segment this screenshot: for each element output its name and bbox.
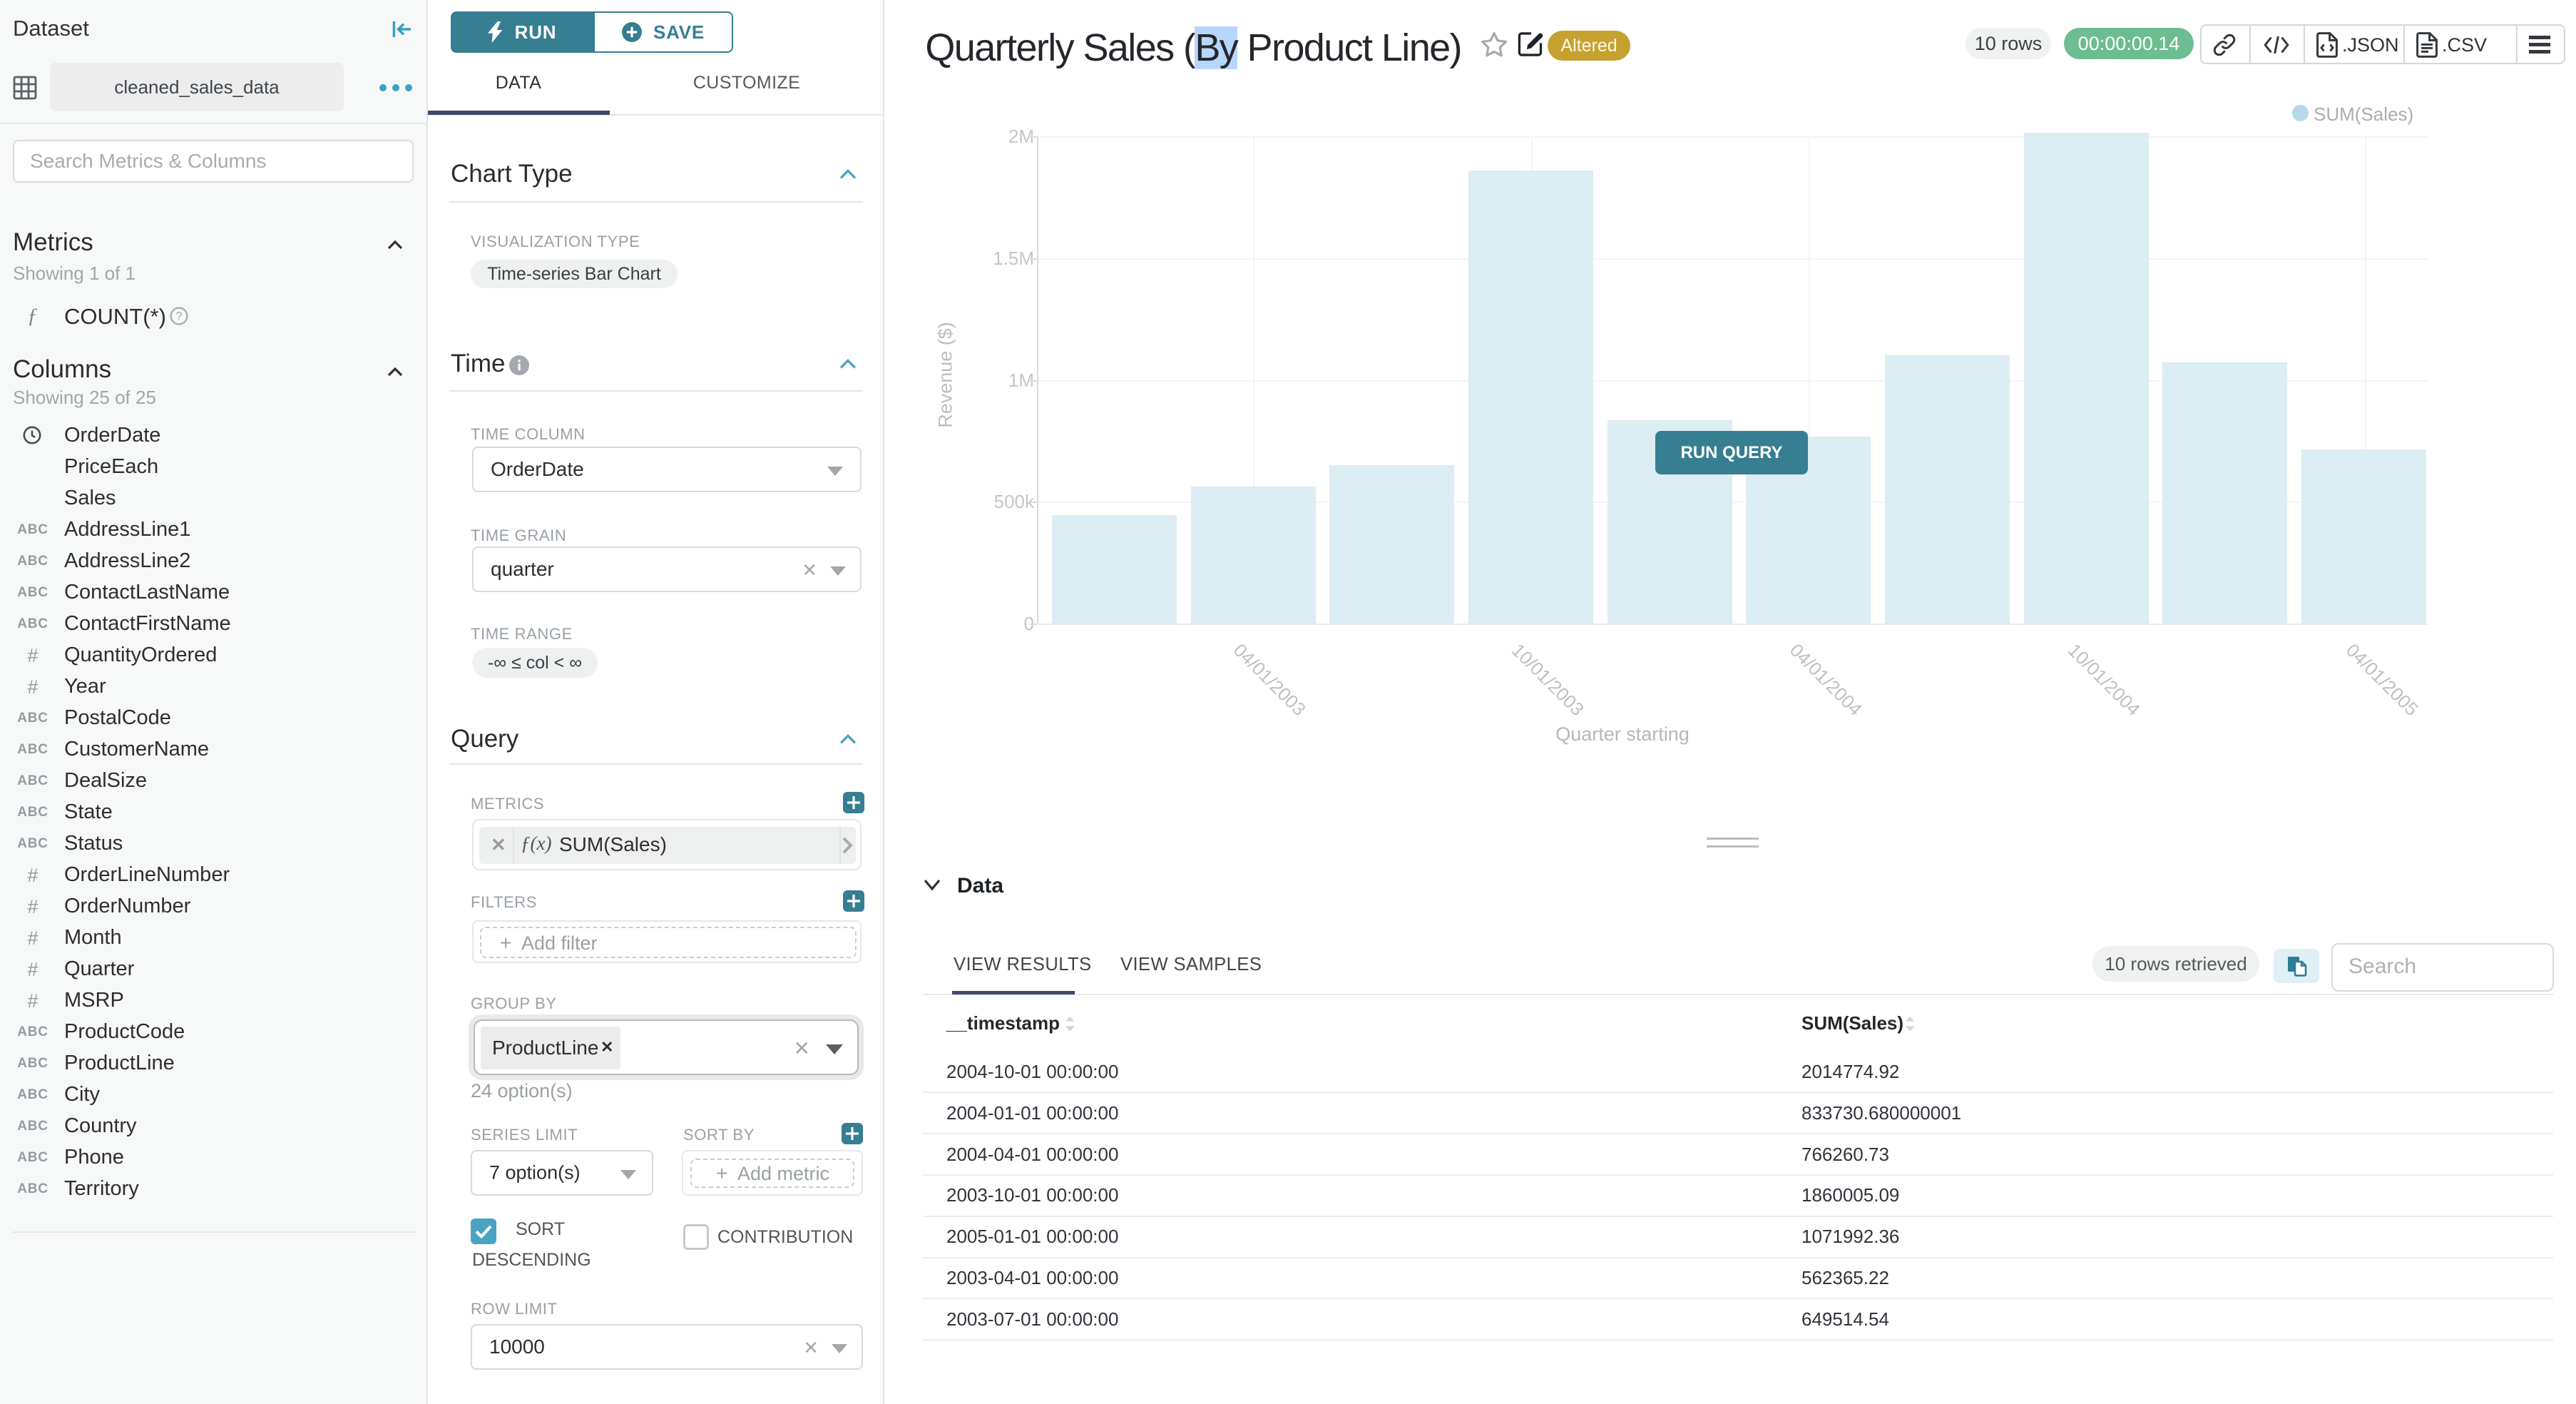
svg-text:?: ? (175, 310, 182, 323)
